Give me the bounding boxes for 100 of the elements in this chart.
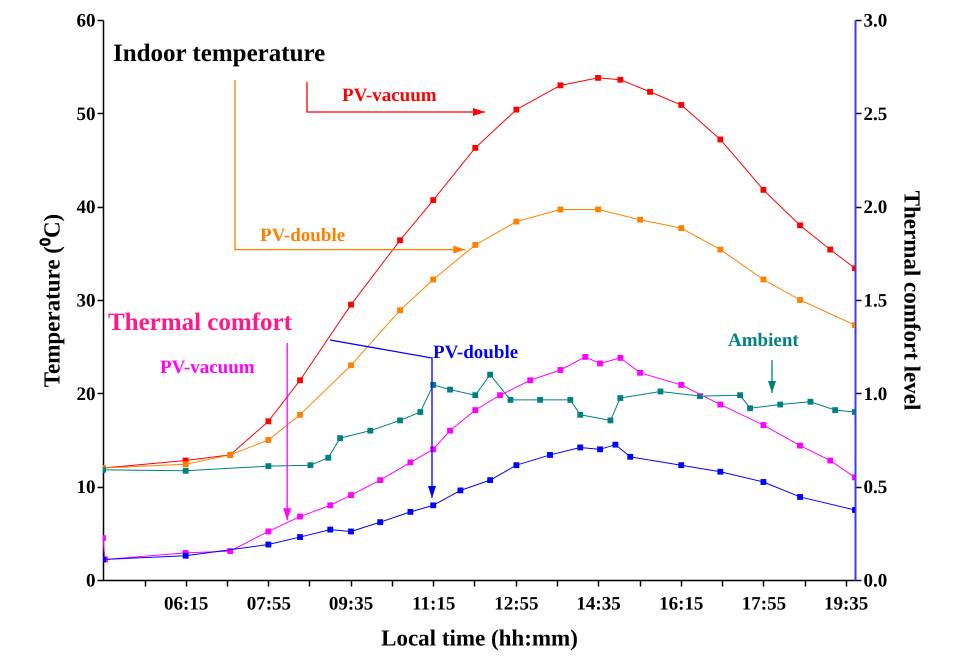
point	[472, 407, 478, 414]
point	[430, 197, 436, 204]
point	[760, 276, 766, 282]
point	[408, 508, 414, 515]
point	[377, 519, 384, 526]
point	[617, 354, 624, 361]
x-tick-label: 19:35	[824, 594, 868, 614]
point	[608, 417, 614, 424]
point	[348, 362, 354, 368]
point	[797, 297, 803, 303]
point	[747, 405, 753, 412]
point	[297, 377, 303, 384]
point	[617, 395, 624, 401]
point	[430, 276, 436, 282]
point	[458, 487, 464, 494]
point	[447, 386, 453, 393]
point	[265, 528, 272, 534]
point	[487, 477, 494, 484]
point	[617, 76, 624, 83]
point	[327, 526, 334, 533]
point	[797, 222, 803, 228]
point	[377, 477, 384, 484]
y2-tick-label: 3.0	[864, 10, 888, 32]
point	[582, 354, 588, 360]
point	[348, 492, 354, 498]
y-tick-label: 20	[76, 384, 96, 405]
point	[678, 382, 684, 388]
point	[577, 444, 584, 450]
point	[348, 302, 354, 308]
point	[760, 422, 766, 428]
point	[717, 246, 724, 253]
point	[537, 396, 544, 403]
x-tick-label: 07:55	[246, 594, 292, 614]
y-tick-label: 0	[86, 570, 96, 592]
point	[558, 82, 564, 88]
point	[827, 458, 834, 464]
annotation: Indoor temperature	[113, 40, 326, 67]
point	[558, 206, 564, 212]
point	[472, 242, 478, 248]
text: PV-vacuum	[342, 85, 437, 106]
point	[513, 218, 520, 225]
y2-tick-label: 1.5	[864, 290, 888, 312]
point	[265, 418, 272, 424]
point	[597, 446, 603, 452]
point	[497, 392, 503, 398]
text: PV-double	[433, 342, 518, 363]
text: PV-double	[260, 225, 346, 246]
point	[337, 435, 344, 442]
point	[760, 479, 766, 485]
point	[717, 468, 724, 475]
point	[408, 459, 414, 466]
point	[737, 392, 744, 398]
point	[612, 442, 618, 448]
point	[508, 396, 514, 403]
point	[597, 360, 603, 366]
y-axis-title: Temperature (⁰C)	[38, 214, 64, 388]
point	[678, 102, 684, 108]
y-tick-label: 30	[76, 290, 96, 312]
point	[808, 398, 814, 405]
x-tick-label: 16:15	[659, 594, 704, 614]
point	[265, 437, 272, 443]
point	[397, 417, 403, 424]
point	[777, 402, 784, 408]
point	[487, 372, 494, 378]
point	[513, 106, 520, 113]
annotation: Thermal comfort	[108, 309, 293, 336]
point	[265, 463, 272, 470]
y2-axis-title: Thermal comfort level	[899, 190, 924, 410]
point	[658, 388, 664, 394]
point	[558, 367, 564, 373]
point	[348, 528, 354, 534]
y-tick-label: 50	[76, 104, 96, 125]
point	[717, 136, 724, 142]
point	[447, 428, 453, 434]
y-tick-label: 40	[76, 197, 96, 218]
y2-tick-label: 0.5	[864, 477, 888, 498]
point	[297, 514, 303, 520]
x-tick-label: 12:55	[494, 594, 539, 614]
text: Ambient	[728, 330, 800, 351]
point	[797, 494, 803, 500]
y2-tick-label: 2.0	[864, 197, 888, 218]
point	[637, 216, 644, 223]
x-axis-title: Local time (hh:mm)	[381, 626, 578, 650]
y-tick-label: 60	[76, 10, 96, 32]
point	[827, 246, 834, 253]
point	[797, 442, 803, 449]
point	[832, 407, 838, 414]
point	[595, 206, 601, 212]
point	[308, 462, 314, 468]
point	[717, 402, 724, 408]
y2-tick-label: 0.0	[864, 570, 888, 592]
x-tick-label: 17:55	[742, 594, 786, 614]
point	[397, 237, 403, 244]
point	[637, 370, 644, 376]
x-tick-label: 14:35	[576, 594, 621, 614]
y2-tick-label: 2.5	[864, 104, 888, 125]
point	[760, 186, 766, 193]
y-tick-label: 10	[76, 477, 96, 498]
point	[472, 144, 478, 151]
point	[417, 409, 424, 415]
